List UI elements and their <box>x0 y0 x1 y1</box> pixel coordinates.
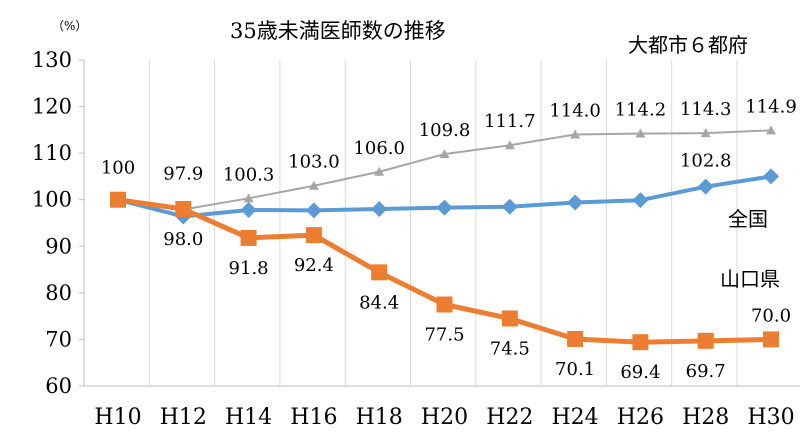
x-tick-label: H16 <box>290 405 337 430</box>
marker-triangle <box>439 149 450 159</box>
data-label-six-city: 114.0 <box>549 101 601 122</box>
data-label-six-city: 106.0 <box>353 138 405 159</box>
marker-triangle <box>374 166 385 176</box>
data-label-six-city: 109.8 <box>419 120 471 141</box>
marker-diamond <box>763 168 779 185</box>
marker-square <box>697 332 714 349</box>
marker-diamond <box>697 178 714 195</box>
data-label-yamaguchi: 74.5 <box>490 338 530 359</box>
marker-triangle <box>243 193 254 203</box>
marker-triangle <box>766 125 776 135</box>
data-label-yamaguchi: 77.5 <box>424 325 464 346</box>
data-label-yamaguchi: 92.4 <box>294 255 334 276</box>
marker-triangle <box>635 128 646 138</box>
x-tick-label: H12 <box>160 405 207 430</box>
marker-diamond <box>305 202 322 219</box>
data-label-national: 102.8 <box>680 151 732 172</box>
data-label-yamaguchi: 69.7 <box>686 361 726 382</box>
x-tick-label: H10 <box>94 405 141 430</box>
data-label-start: 100 <box>101 158 135 179</box>
marker-triangle <box>308 180 319 190</box>
marker-diamond <box>371 201 388 218</box>
data-label-yamaguchi: 70.1 <box>555 359 595 380</box>
marker-square <box>305 227 322 244</box>
data-labels: 100 97.9 100.3 103.0 106.0 109.8 111.7 114.0 114… <box>101 33 797 383</box>
marker-square <box>110 191 126 208</box>
marker-diamond <box>501 198 518 215</box>
axes: 60 70 80 90 100 110 120 130 H10 H12 H14 H16 H18 H20 H2… <box>32 48 800 430</box>
data-label-yamaguchi: 69.4 <box>620 362 660 383</box>
data-label-six-city: 97.9 <box>163 163 203 184</box>
data-label-yamaguchi: 84.4 <box>359 292 399 313</box>
y-tick-label: 70 <box>45 327 72 351</box>
x-tick-label: H26 <box>617 405 664 430</box>
marker-diamond <box>436 199 453 216</box>
marker-square <box>763 331 779 348</box>
series-label-yamaguchi: 山口県 <box>720 267 780 291</box>
y-tick-label: 80 <box>45 281 72 305</box>
data-label-six-city: 103.0 <box>288 152 340 173</box>
marker-diamond <box>240 201 257 218</box>
y-tick-label: 60 <box>45 374 72 398</box>
marker-square <box>632 334 649 351</box>
data-label-six-city: 114.9 <box>745 96 797 117</box>
y-tick-label: 90 <box>45 234 72 258</box>
data-label-six-city: 114.2 <box>615 100 667 121</box>
data-label-six-city: 111.7 <box>484 111 536 132</box>
x-tick-label: H18 <box>356 405 403 430</box>
y-tick-label: 100 <box>32 188 72 212</box>
series-label-six-city: 大都市６都府 <box>628 33 748 57</box>
data-label-six-city: 114.3 <box>680 99 732 120</box>
chart-title: 35歳未満医師数の推移 <box>230 19 446 43</box>
x-tick-label: H28 <box>682 405 729 430</box>
data-label-six-city: 100.3 <box>223 164 275 185</box>
series-line-triangle <box>117 129 772 211</box>
marker-diamond <box>632 192 649 209</box>
data-label-yamaguchi: 98.0 <box>163 229 203 250</box>
marker-diamond <box>567 194 584 211</box>
marker-square <box>501 310 518 327</box>
y-tick-label: 110 <box>32 141 72 165</box>
series-label-national: 全国 <box>728 207 768 231</box>
data-label-yamaguchi: 91.8 <box>229 258 269 279</box>
x-tick-label: H20 <box>421 405 468 430</box>
marker-square <box>567 330 584 347</box>
grid <box>83 60 738 386</box>
y-tick-label: 120 <box>32 95 72 119</box>
series-line-square <box>117 197 772 345</box>
y-unit-label: （%） <box>52 19 87 33</box>
data-label-yamaguchi: 70.0 <box>751 305 791 326</box>
marker-square <box>371 264 388 281</box>
x-tick-label: H30 <box>747 405 794 430</box>
marker-triangle <box>570 129 581 139</box>
x-tick-label: H14 <box>225 405 272 430</box>
series <box>110 125 779 351</box>
y-tick-label: 130 <box>32 48 72 72</box>
marker-square <box>436 296 453 313</box>
x-tick-label: H24 <box>552 405 599 430</box>
marker-triangle <box>700 128 711 138</box>
marker-square <box>175 201 192 218</box>
marker-square <box>240 229 257 246</box>
marker-triangle <box>504 140 515 150</box>
x-tick-label: H22 <box>486 405 533 430</box>
